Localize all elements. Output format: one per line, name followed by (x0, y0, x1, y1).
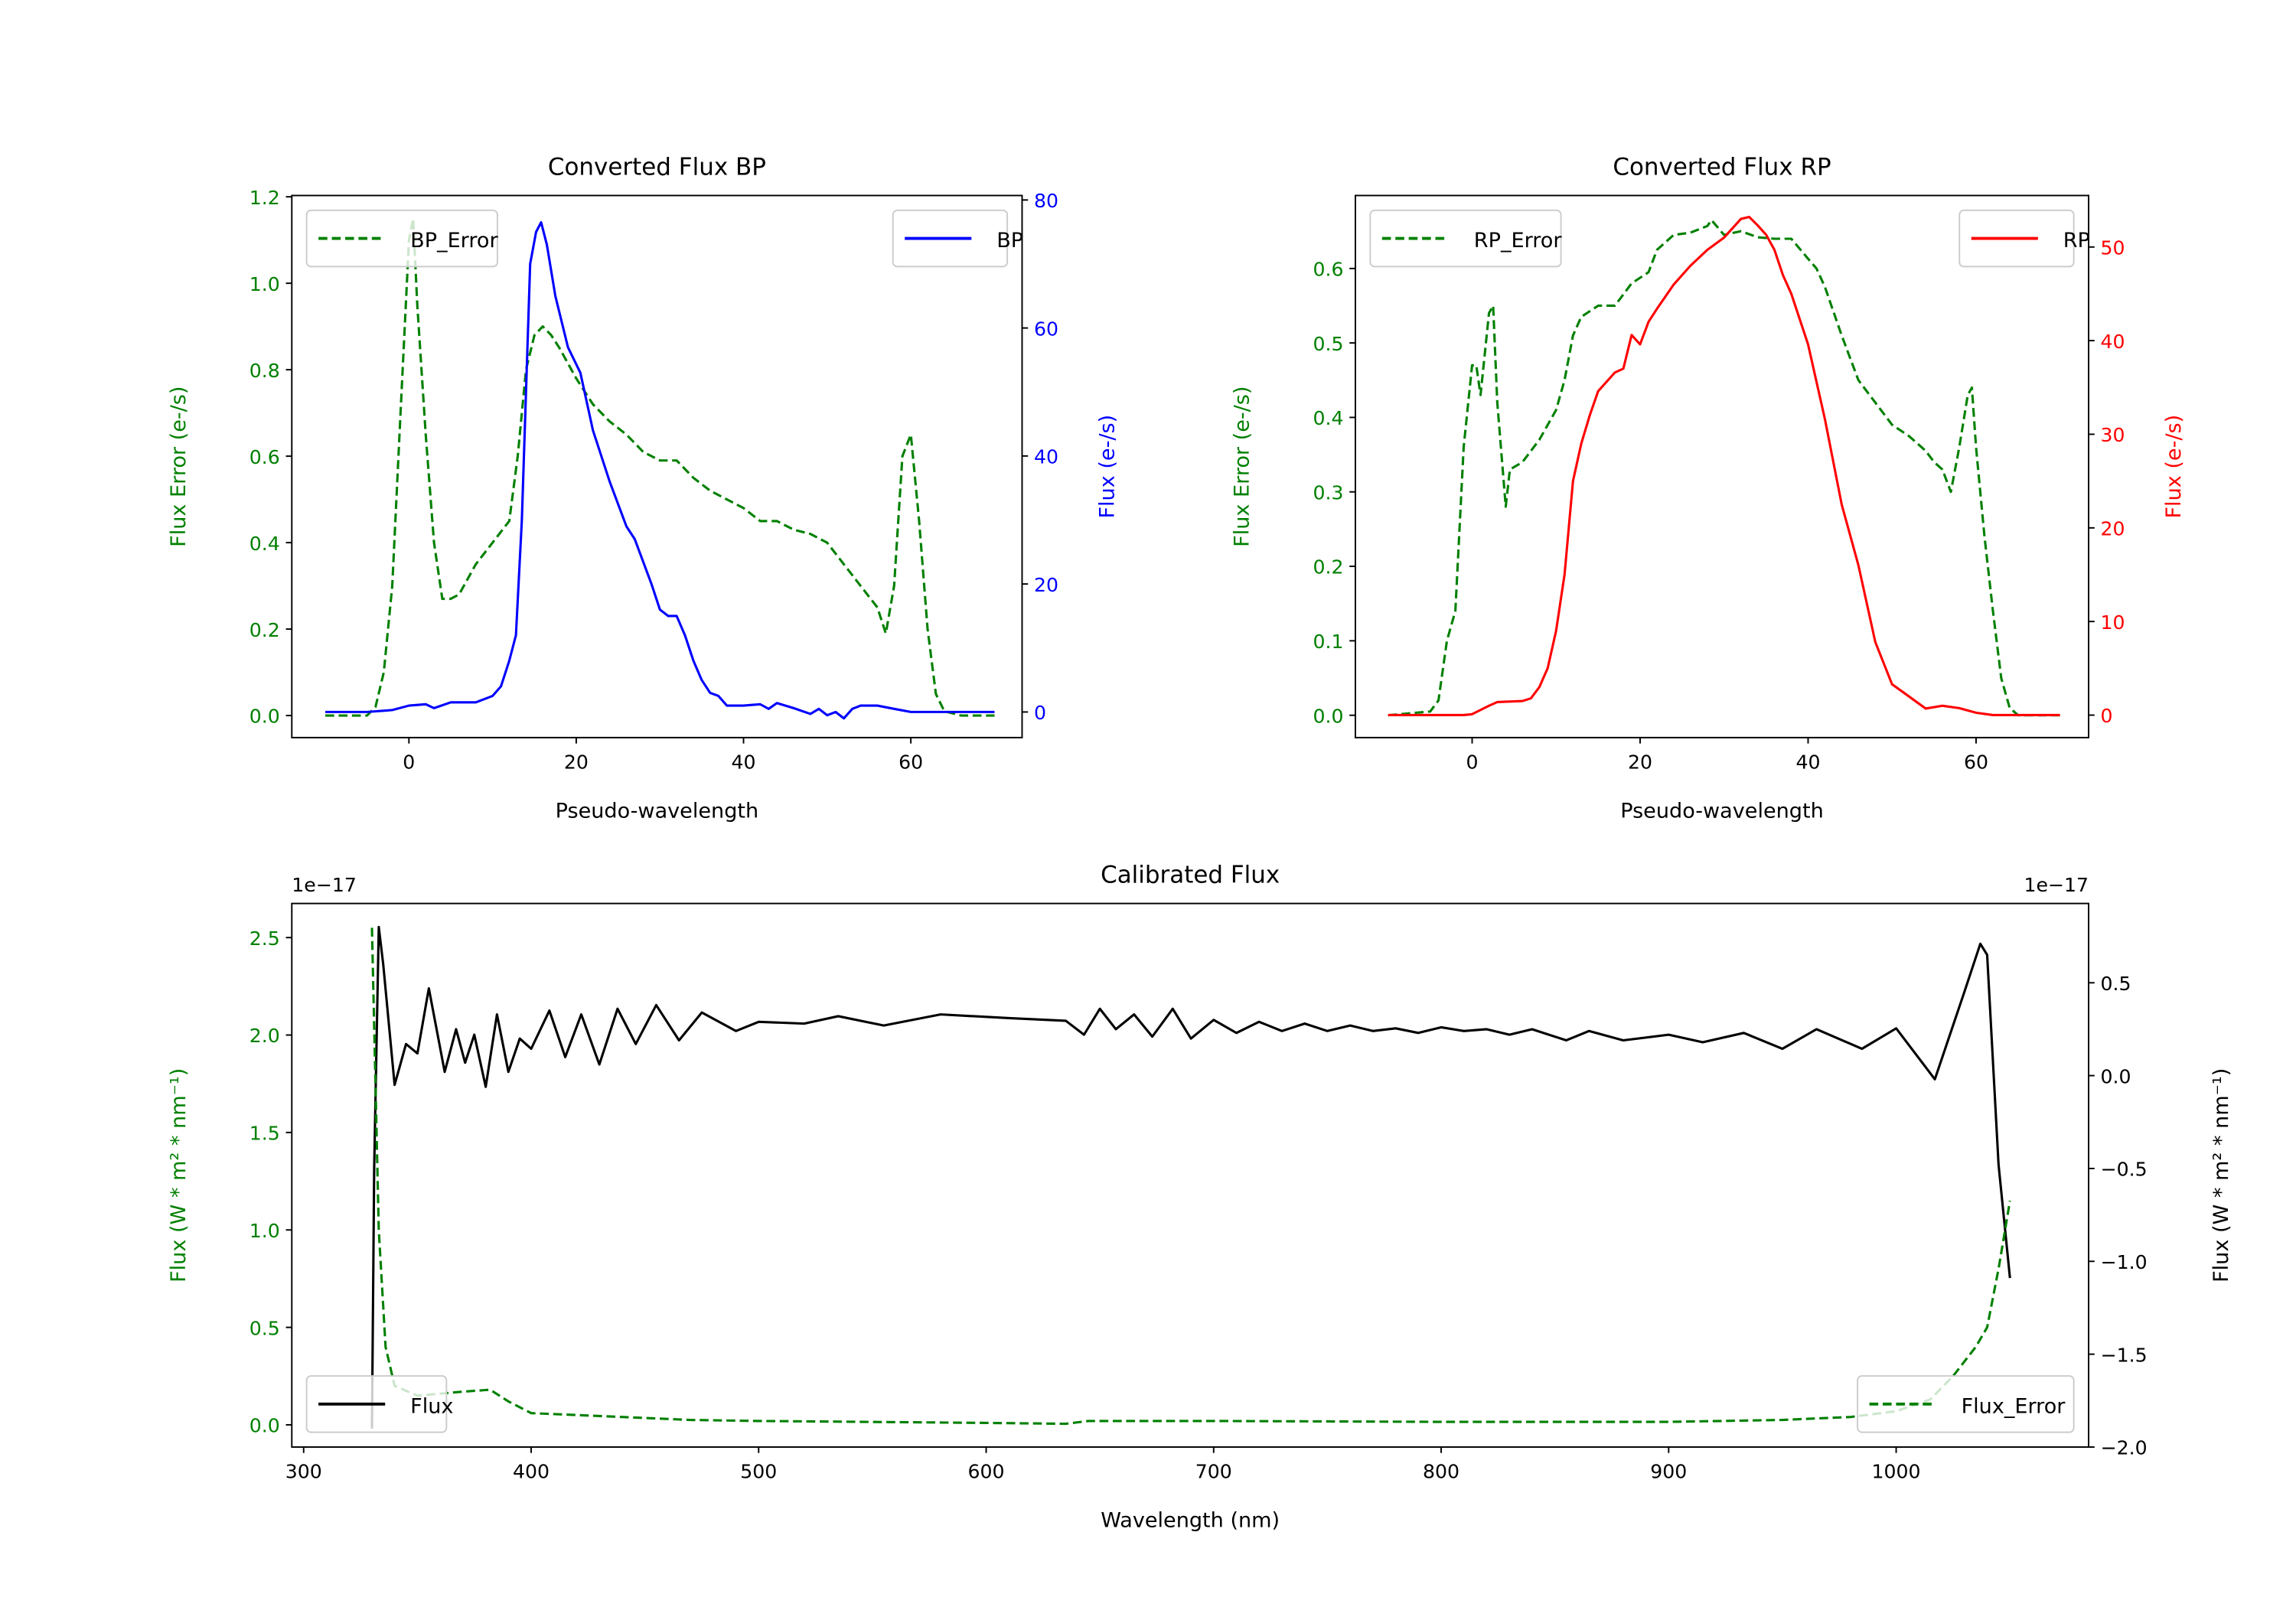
right-y-tick-label: −1.5 (2101, 1344, 2148, 1366)
legend-box (1857, 1375, 2075, 1433)
left-y-tick-label: 0.3 (1313, 481, 1343, 504)
plots: Converted Flux BP 0 20 40 60 Pseudo-wavelengt… (167, 153, 2233, 1532)
x-tick-label: 60 (899, 751, 923, 774)
left-y-tick-label: 0.0 (1313, 705, 1343, 727)
left-y-tick-label: 0.4 (1313, 407, 1343, 429)
left-y-tick-label: 0.6 (1313, 259, 1343, 281)
left-y-tick-label: 0.5 (1313, 333, 1343, 355)
right-offset-text: 1e−17 (2024, 874, 2089, 896)
right-y-axis-label: Flux (W * m² * nm⁻¹) (2210, 1068, 2233, 1283)
right-y-tick-label: 40 (2101, 331, 2125, 353)
series-line-flux (370, 925, 2011, 1429)
legend-box (305, 209, 498, 268)
left-y-tick-label: 0.5 (249, 1317, 280, 1339)
legend-label: Flux (410, 1394, 453, 1418)
x-tick-label: 40 (1795, 751, 1820, 774)
legend-flux-error: Flux_Error (1857, 1375, 2075, 1433)
calibrated-chart: Calibrated Flux 300 400 500 600 700 800 900 1000… (167, 862, 2233, 1533)
legend-bp-error: BP_Error (305, 209, 498, 268)
left-y-tick-label: 0.2 (1313, 556, 1343, 579)
right-y-tick-label: 20 (1034, 574, 1058, 596)
x-tick-label: 900 (1650, 1461, 1687, 1483)
left-y-tick-label: 0.6 (249, 446, 280, 468)
series-line-bp (325, 220, 995, 720)
x-tick-label: 400 (513, 1461, 550, 1483)
series-line-bp-error (325, 217, 995, 717)
x-tick-label: 1000 (1872, 1461, 1921, 1483)
left-y-axis-label: Flux (W * m² * nm⁻¹) (167, 1068, 191, 1283)
right-y-tick-label: −2.0 (2101, 1437, 2148, 1459)
legend-rp-error: RP_Error (1369, 209, 1563, 268)
chart-title: Converted Flux BP (548, 153, 766, 181)
right-y-tick-label: 30 (2101, 424, 2125, 446)
legend-label: BP (996, 229, 1023, 253)
left-y-tick-label: 0.0 (249, 1415, 280, 1437)
x-tick-label: 40 (732, 751, 756, 774)
left-offset-text: 1e−17 (292, 874, 357, 896)
x-tick-label: 700 (1195, 1461, 1232, 1483)
left-y-tick-label: 0.0 (249, 706, 280, 728)
right-y-tick-label: −0.5 (2101, 1159, 2148, 1181)
x-tick-label: 300 (285, 1461, 322, 1483)
legend-flux: Flux (305, 1375, 453, 1433)
x-tick-label: 20 (564, 751, 589, 774)
left-y-tick-label: 0.8 (249, 360, 280, 382)
right-y-tick-label: −1.0 (2101, 1251, 2148, 1273)
right-y-tick-label: 0 (1034, 702, 1046, 724)
legend-bp: BP (892, 209, 1023, 268)
axes-frame (291, 902, 2089, 1448)
x-axis-label: Pseudo-wavelength (556, 799, 759, 823)
rp-chart: Converted Flux RP 0 20 40 60 Pseudo-wavelengt… (1231, 153, 2186, 823)
series-line-rp (1388, 216, 2060, 716)
chart-title: Converted Flux RP (1613, 153, 1831, 181)
left-y-tick-label: 1.0 (249, 1220, 280, 1242)
right-y-tick-label: 10 (2101, 611, 2125, 634)
left-y-tick-label: 1.0 (249, 273, 280, 295)
x-tick-label: 20 (1628, 751, 1652, 774)
left-y-tick-label: 1.2 (249, 187, 280, 209)
left-y-axis-label: Flux Error (e-/s) (1231, 386, 1254, 547)
legend-rp: RP (1958, 209, 2090, 268)
x-tick-label: 0 (403, 751, 415, 774)
x-tick-label: 600 (968, 1461, 1005, 1483)
x-tick-label: 800 (1423, 1461, 1459, 1483)
left-y-tick-label: 0.1 (1313, 631, 1343, 653)
x-tick-label: 500 (740, 1461, 777, 1483)
right-y-tick-label: 50 (2101, 236, 2125, 259)
right-y-axis-label: Flux (e-/s) (1095, 415, 1119, 519)
right-y-tick-label: 0.5 (2101, 973, 2131, 995)
right-y-tick-label: 80 (1034, 190, 1058, 212)
left-y-tick-label: 2.0 (249, 1025, 280, 1047)
x-tick-label: 0 (1466, 751, 1479, 774)
left-y-tick-label: 0.2 (249, 619, 280, 641)
legend-label: RP_Error (1474, 229, 1563, 253)
right-y-tick-label: 0.0 (2101, 1065, 2131, 1087)
left-y-tick-label: 2.5 (249, 927, 280, 950)
left-y-tick-label: 0.4 (249, 533, 280, 555)
legend-box (1369, 209, 1562, 268)
right-y-tick-label: 60 (1034, 318, 1058, 340)
left-y-axis-label: Flux Error (e-/s) (167, 386, 191, 547)
bp-chart: Converted Flux BP 0 20 40 60 Pseudo-wavelengt… (167, 153, 1120, 823)
x-tick-label: 60 (1964, 751, 1988, 774)
series-line-rp-error (1388, 219, 2060, 717)
legend-label: RP (2063, 229, 2090, 253)
chart-title: Calibrated Flux (1101, 862, 1280, 889)
legend-label: Flux_Error (1962, 1394, 2066, 1418)
x-axis-label: Pseudo-wavelength (1620, 799, 1824, 823)
right-y-axis-label: Flux (e-/s) (2162, 415, 2186, 519)
right-y-tick-label: 40 (1034, 446, 1058, 468)
left-y-tick-label: 1.5 (249, 1123, 280, 1145)
right-y-tick-label: 0 (2101, 705, 2113, 727)
axes-frame (291, 194, 1023, 738)
right-y-tick-label: 20 (2101, 517, 2125, 539)
axes-frame (1355, 194, 2089, 738)
legend-label: BP_Error (410, 229, 498, 253)
x-axis-label: Wavelength (nm) (1101, 1508, 1280, 1532)
